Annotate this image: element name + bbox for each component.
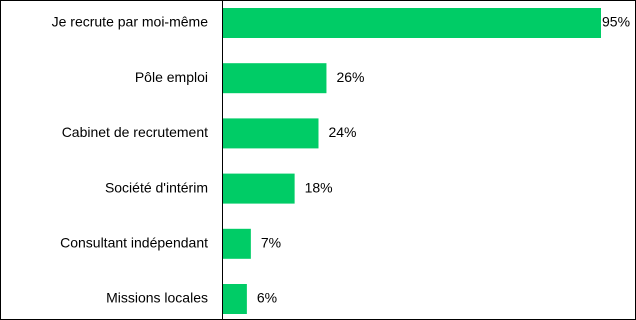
bar-3 — [223, 173, 295, 204]
bar-2 — [223, 118, 319, 149]
value-label-4: 7% — [261, 235, 281, 251]
bar-4 — [223, 228, 251, 259]
bars-group — [223, 8, 601, 314]
bar-0 — [223, 8, 601, 38]
bar-1 — [223, 63, 327, 94]
category-labels-group: Je recrute par moi-même Pôle emploi Cabine… — [52, 14, 209, 306]
category-label-1: Pôle emploi — [135, 69, 208, 85]
value-labels-group: 95% 26% 24% 18% 7% 6% — [257, 14, 630, 306]
category-label-3: Société d'intérim — [105, 179, 208, 195]
category-label-4: Consultant indépendant — [60, 235, 208, 251]
bar-5 — [223, 284, 247, 314]
value-label-3: 18% — [305, 179, 333, 195]
category-label-2: Cabinet de recrutement — [62, 124, 208, 140]
value-label-1: 26% — [336, 69, 364, 85]
value-label-2: 24% — [328, 124, 356, 140]
value-label-0: 95% — [602, 14, 630, 30]
category-label-0: Je recrute par moi-même — [52, 14, 209, 30]
value-label-5: 6% — [257, 290, 277, 306]
category-label-5: Missions locales — [106, 290, 208, 306]
